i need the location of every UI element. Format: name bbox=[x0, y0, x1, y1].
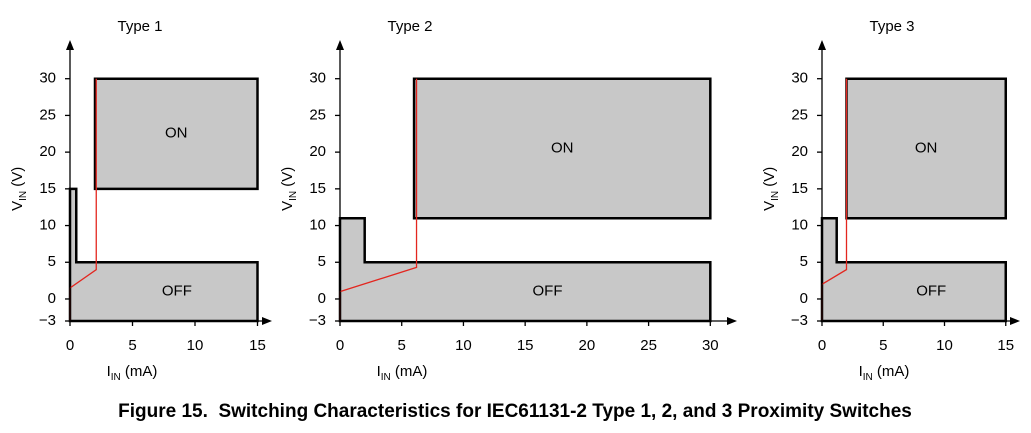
y-tick-label: 5 bbox=[318, 253, 326, 270]
y-axis-label: VIN (V) bbox=[761, 167, 781, 211]
y-tick-label: 5 bbox=[800, 253, 808, 270]
y-tick-label: 15 bbox=[309, 180, 326, 197]
figure-caption: Figure 15. Switching Characteristics for… bbox=[118, 401, 912, 422]
region bbox=[412, 77, 712, 220]
x-tick-label: 5 bbox=[879, 337, 887, 354]
x-axis-label-part: IN bbox=[111, 372, 121, 383]
y-axis-label-part: V bbox=[279, 201, 296, 211]
x-tick-label: 25 bbox=[640, 337, 657, 354]
region-label: ON bbox=[915, 139, 938, 156]
y-axis-arrow bbox=[336, 40, 344, 50]
x-axis-label-part: I bbox=[859, 363, 863, 380]
y-tick-label: 25 bbox=[791, 106, 808, 123]
y-tick-label: 20 bbox=[39, 143, 56, 160]
x-tick-label: 0 bbox=[336, 337, 344, 354]
x-tick-label: 10 bbox=[936, 337, 953, 354]
x-tick-label: 0 bbox=[818, 337, 826, 354]
x-axis-label-part: I bbox=[107, 363, 111, 380]
x-axis-arrow bbox=[727, 317, 737, 325]
y-axis-label-part: (V) bbox=[279, 167, 296, 191]
x-axis-label-part: (mA) bbox=[121, 363, 158, 380]
subplot-title: Type 2 bbox=[387, 18, 432, 35]
y-axis-label: VIN (V) bbox=[279, 167, 299, 211]
y-axis-label-part: IN bbox=[770, 191, 781, 201]
x-tick-label: 30 bbox=[702, 337, 719, 354]
x-axis-label: IIN (mA) bbox=[859, 363, 910, 383]
subplot-title: Type 1 bbox=[117, 18, 162, 35]
subplot: ON OFF −3 0 5 10 15 20 25 30 0 5 10 15 20 25 30 Type 2 bbox=[309, 18, 737, 354]
y-tick-label: 20 bbox=[309, 143, 326, 160]
y-tick-label: 0 bbox=[318, 290, 326, 307]
y-tick-label: −3 bbox=[309, 312, 326, 329]
x-tick-label: 0 bbox=[66, 337, 74, 354]
x-axis-label-part: IN bbox=[381, 372, 391, 383]
x-axis-arrow bbox=[1010, 317, 1020, 325]
x-axis-label-part: (mA) bbox=[391, 363, 428, 380]
region-label: ON bbox=[165, 125, 188, 142]
y-axis-arrow bbox=[818, 40, 826, 50]
region bbox=[338, 216, 712, 323]
region-label: ON bbox=[551, 139, 574, 156]
y-tick-label: 15 bbox=[39, 180, 56, 197]
x-axis-arrow bbox=[262, 317, 272, 325]
y-tick-label: 5 bbox=[48, 253, 56, 270]
y-tick-label: 0 bbox=[48, 290, 56, 307]
y-axis-label-part: IN bbox=[18, 191, 29, 201]
x-tick-label: 15 bbox=[997, 337, 1014, 354]
x-axis-label: IIN (mA) bbox=[377, 363, 428, 383]
subplot-title: Type 3 bbox=[869, 18, 914, 35]
subplot: ON OFF −3 0 5 10 15 20 25 30 0 5 10 15 Type 1 bbox=[39, 18, 272, 354]
x-tick-label: 5 bbox=[398, 337, 406, 354]
region-label: OFF bbox=[162, 283, 192, 300]
y-tick-label: 25 bbox=[39, 106, 56, 123]
y-axis-arrow bbox=[66, 40, 74, 50]
region-label: OFF bbox=[533, 283, 563, 300]
y-tick-label: 30 bbox=[39, 70, 56, 87]
region bbox=[820, 216, 1007, 323]
y-axis-label-part: IN bbox=[288, 191, 299, 201]
region-label: OFF bbox=[916, 283, 946, 300]
y-tick-label: 10 bbox=[39, 217, 56, 234]
y-tick-label: 20 bbox=[791, 143, 808, 160]
x-tick-label: 10 bbox=[187, 337, 204, 354]
y-axis-label-part: V bbox=[761, 201, 778, 211]
x-axis-label-part: (mA) bbox=[873, 363, 910, 380]
y-tick-label: 30 bbox=[791, 70, 808, 87]
y-tick-label: 0 bbox=[800, 290, 808, 307]
y-axis-label-part: (V) bbox=[761, 167, 778, 191]
x-tick-label: 20 bbox=[579, 337, 596, 354]
y-axis-label: VIN (V) bbox=[9, 167, 29, 211]
y-tick-label: 10 bbox=[791, 217, 808, 234]
x-axis-label-part: I bbox=[377, 363, 381, 380]
x-axis-label: IIN (mA) bbox=[107, 363, 158, 383]
y-axis-label-part: (V) bbox=[9, 167, 26, 191]
y-tick-label: 30 bbox=[309, 70, 326, 87]
x-tick-label: 5 bbox=[128, 337, 136, 354]
region bbox=[93, 77, 259, 191]
y-tick-label: −3 bbox=[791, 312, 808, 329]
y-tick-label: 15 bbox=[791, 180, 808, 197]
x-axis-label-part: IN bbox=[863, 372, 873, 383]
x-tick-label: 15 bbox=[517, 337, 534, 354]
y-tick-label: 25 bbox=[309, 106, 326, 123]
y-tick-label: −3 bbox=[39, 312, 56, 329]
x-tick-label: 10 bbox=[455, 337, 472, 354]
y-tick-label: 10 bbox=[309, 217, 326, 234]
region bbox=[68, 187, 259, 323]
y-axis-label-part: V bbox=[9, 201, 26, 211]
x-tick-label: 15 bbox=[249, 337, 266, 354]
subplot: ON OFF −3 0 5 10 15 20 25 30 0 5 10 15 Type 3 bbox=[791, 18, 1020, 354]
